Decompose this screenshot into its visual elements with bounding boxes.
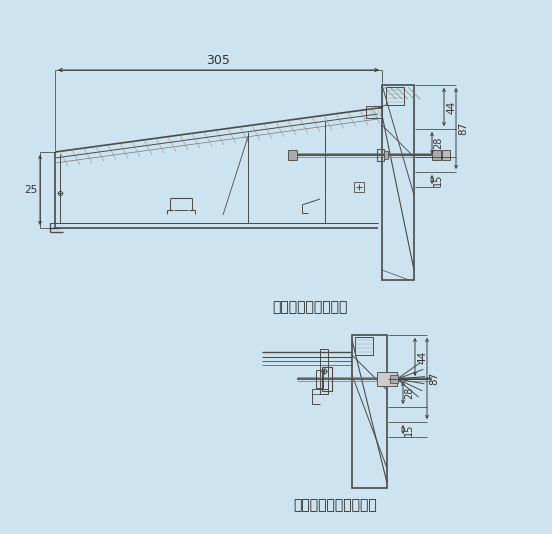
Text: 15: 15 [433,174,443,186]
Text: 28: 28 [404,387,414,399]
Text: 44: 44 [417,350,427,364]
Text: 28: 28 [433,137,443,149]
Text: 44: 44 [446,100,456,114]
Text: 25: 25 [24,185,38,195]
Bar [386,87,404,105]
Text: 305: 305 [206,53,230,67]
Text: （内部ナット止式）: （内部ナット止式） [272,300,348,314]
Bar [377,149,384,161]
Bar [366,106,382,118]
Text: 87: 87 [458,122,468,135]
Bar [377,372,397,386]
Bar [316,370,323,388]
Bar [384,151,388,159]
Bar [442,150,450,160]
Bar [355,337,373,355]
Bar [288,150,297,160]
Bar [322,367,332,391]
Bar [354,182,364,192]
Bar [320,349,328,394]
Bar [352,335,387,488]
Bar [382,85,414,280]
Text: （外部アンカー止式）: （外部アンカー止式） [293,498,377,512]
Bar [390,375,398,383]
Bar [432,150,441,160]
Text: 15: 15 [404,423,414,436]
Text: 87: 87 [429,372,439,385]
